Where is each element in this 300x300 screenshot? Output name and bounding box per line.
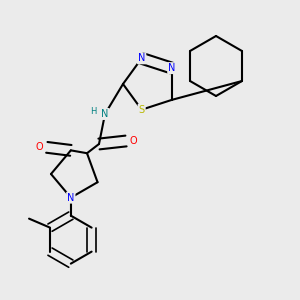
Text: N: N [138,53,145,63]
Text: S: S [139,105,145,115]
Text: H: H [90,106,96,116]
Text: N: N [67,193,74,202]
Text: O: O [130,136,137,146]
Text: N: N [168,63,175,73]
Text: N: N [101,109,109,119]
Text: O: O [35,142,43,152]
